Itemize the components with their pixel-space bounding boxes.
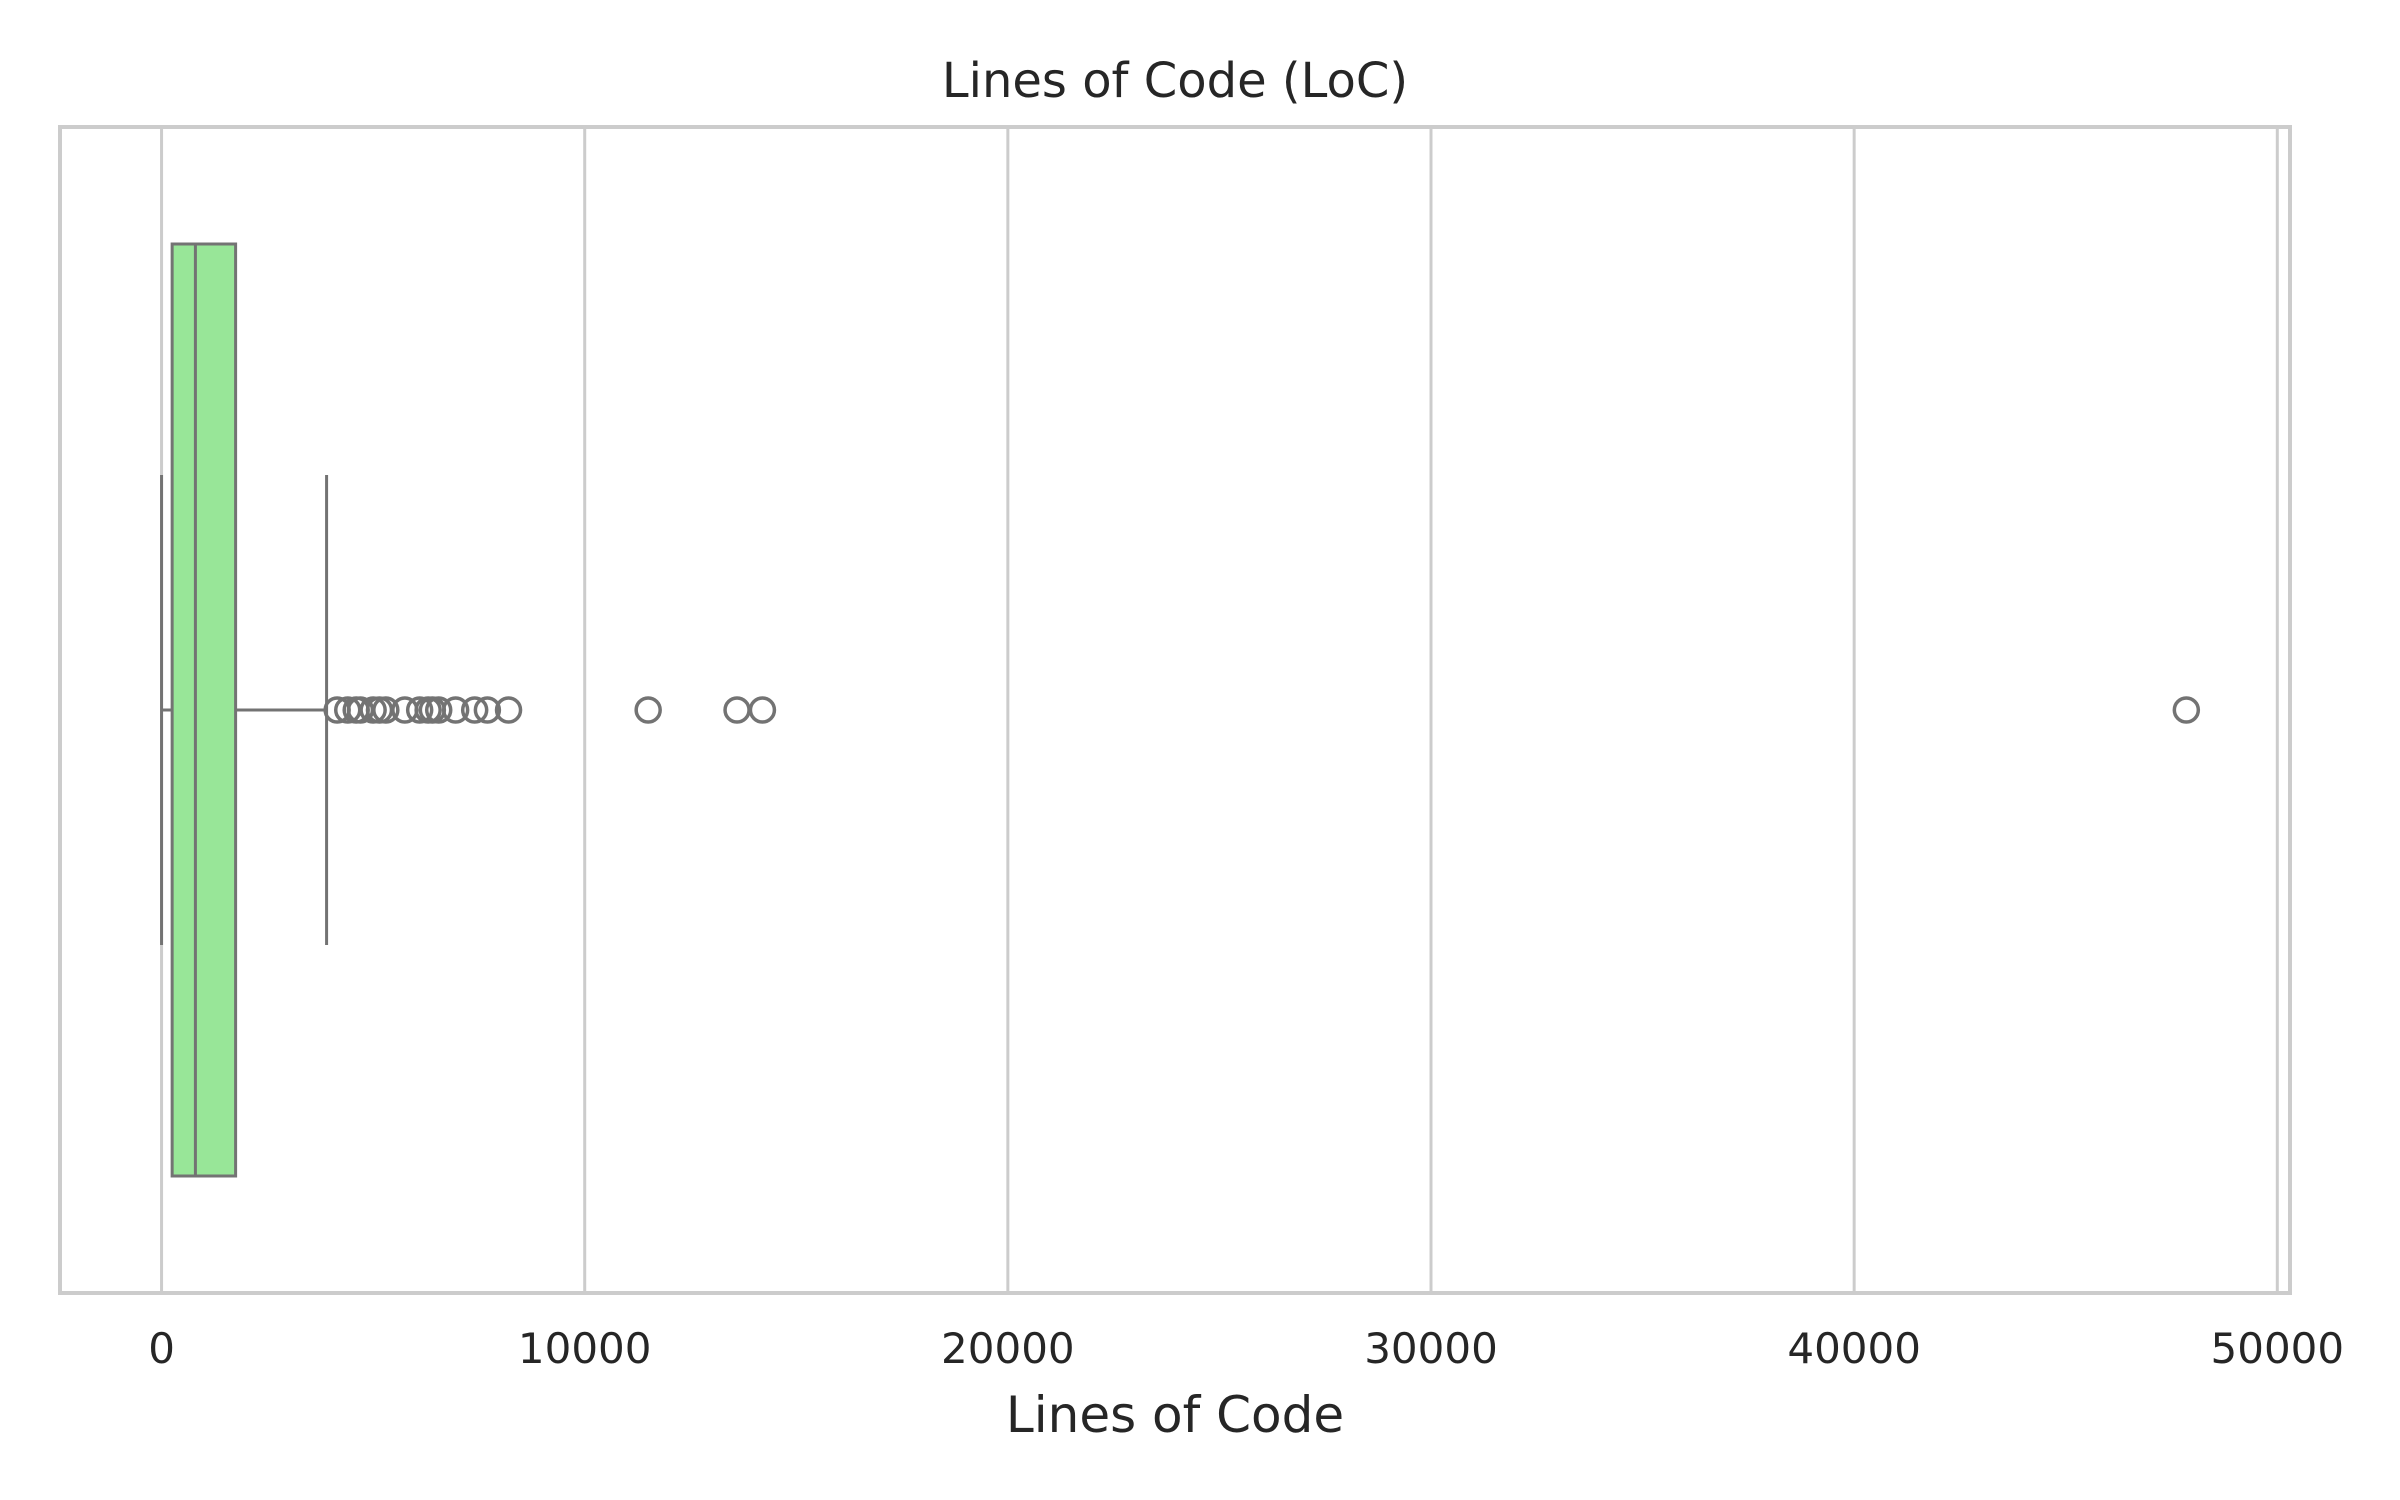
outlier-point-19 — [2172, 696, 2201, 724]
x-tick-label-0: 0 — [148, 1324, 175, 1373]
boxplot — [160, 242, 329, 1178]
outlier-point-6 — [372, 696, 400, 724]
outlier-point-8 — [405, 696, 434, 724]
outlier-point-11 — [424, 696, 453, 724]
x-tick-label-40000: 40000 — [1787, 1324, 1921, 1373]
outlier-point-12 — [441, 696, 470, 724]
outlier-point-16 — [634, 696, 662, 724]
outlier-point-14 — [473, 696, 502, 724]
grid-lines — [160, 127, 2279, 1293]
plot-frame — [58, 125, 2292, 1295]
chart-title: Lines of Code (LoC) — [942, 53, 1408, 109]
interquartile-box — [170, 242, 238, 1178]
x-tick-labels: 0 10000 20000 30000 40000 50000 — [148, 1324, 2344, 1373]
outlier-point-15 — [494, 696, 523, 724]
x-tick-label-20000: 20000 — [941, 1324, 1075, 1373]
outlier-points — [323, 696, 2201, 724]
outlier-point-13 — [460, 696, 489, 724]
x-tick-label-30000: 30000 — [1364, 1324, 1498, 1373]
x-axis-label: Lines of Code — [1006, 1386, 1344, 1444]
outlier-point-18 — [748, 696, 777, 724]
x-tick-label-10000: 10000 — [518, 1324, 652, 1373]
x-tick-label-50000: 50000 — [2211, 1324, 2345, 1373]
